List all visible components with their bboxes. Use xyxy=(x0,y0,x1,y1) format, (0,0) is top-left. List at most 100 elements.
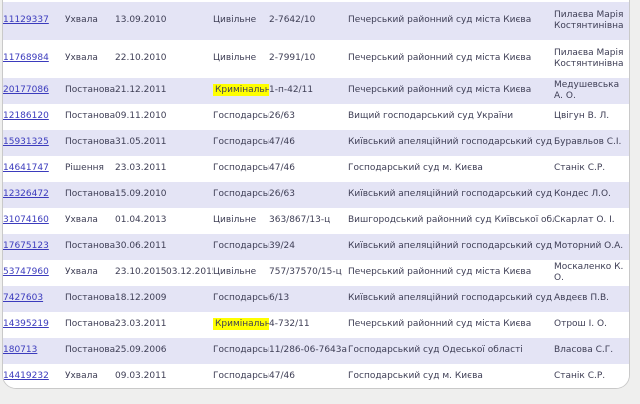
decision-date-cell: 23.03.2011 xyxy=(115,163,166,174)
document-id-cell: 15931325 xyxy=(3,130,65,156)
judge-name-cell: Москаленко К. О. xyxy=(554,261,624,283)
document-id-cell: 11129337 xyxy=(3,2,65,40)
document-id-link[interactable]: 17675123 xyxy=(3,241,49,252)
decision-date-cell: 25.09.2006 xyxy=(115,345,166,356)
document-id-link[interactable]: 31074160 xyxy=(3,215,49,226)
case-category-cell: Цивільне xyxy=(213,267,257,278)
court-name-cell: Київський апеляційний господарський суд xyxy=(348,241,553,252)
document-id-cell: 17675123 xyxy=(3,234,65,260)
highlighted-search-term: Кримінальне xyxy=(213,318,269,331)
judge-name-cell: Скарлат О. І. xyxy=(554,215,615,226)
document-type-cell: Ухвала xyxy=(65,267,98,278)
document-id-cell: 14419232 xyxy=(3,364,65,388)
document-id-cell: 53747960 xyxy=(3,260,65,286)
case-number-cell: 363/867/13-ц xyxy=(269,215,331,226)
case-number-cell: 26/63 xyxy=(269,189,295,200)
case-number-cell: 4-732/11 xyxy=(269,319,310,330)
document-type-cell: Ухвала xyxy=(65,15,98,26)
document-id-cell: 14395219 xyxy=(3,312,65,338)
document-type-cell: Постанова xyxy=(65,241,115,252)
judge-name-cell: Пилаєва Марія Костянтинівна xyxy=(554,9,624,31)
court-name-cell: Київський апеляційний господарський суд xyxy=(348,189,553,200)
highlighted-search-term: Кримінальне xyxy=(213,84,269,97)
document-id-cell: 7427603 xyxy=(3,286,65,312)
table-row: 31074160 Ухвала 01.04.2013 Цивільне 363/867/… xyxy=(3,208,629,234)
decision-date-cell: 23.10.2015 xyxy=(115,267,166,278)
court-name-cell: Київський апеляційний господарський суд xyxy=(348,293,553,304)
case-category-cell: Господарське xyxy=(213,345,269,356)
judge-name-cell: Медушевська А. О. xyxy=(554,79,620,101)
case-category-cell: Кримінальне xyxy=(213,78,269,104)
document-id-link[interactable]: 180713 xyxy=(3,345,38,356)
case-number-cell: 1-п-42/11 xyxy=(269,85,314,96)
judge-name-cell: Станік С.Р. xyxy=(554,163,606,174)
decision-date-cell: 18.12.2009 xyxy=(115,293,166,304)
decision-date-cell: 21.12.2011 xyxy=(115,85,166,96)
document-id-link[interactable]: 15931325 xyxy=(3,137,49,148)
search-results-panel: 11129337 Ухвала 13.09.2010 Цивільне 2-7642/1… xyxy=(2,0,630,389)
registration-date-cell xyxy=(166,156,213,182)
registration-date-cell xyxy=(166,40,213,78)
table-row: 53747960 Ухвала 23.10.2015 03.12.2015 Цивіль… xyxy=(3,260,629,286)
case-number-cell: 47/46 xyxy=(269,137,295,148)
court-name-cell: Господарський суд м. Києва xyxy=(348,371,483,382)
document-id-link[interactable]: 11129337 xyxy=(3,15,49,26)
document-type-cell: Постанова xyxy=(65,345,115,356)
registration-date-cell xyxy=(166,104,213,130)
case-category-cell: Господарське xyxy=(213,241,269,252)
case-number-cell: 6/13 xyxy=(269,293,290,304)
document-id-link[interactable]: 14395219 xyxy=(3,319,49,330)
court-name-cell: Печерський районний суд міста Києва xyxy=(348,85,532,96)
document-id-cell: 12186120 xyxy=(3,104,65,130)
case-number-cell: 39/24 xyxy=(269,241,295,252)
document-id-link[interactable]: 14641747 xyxy=(3,163,49,174)
court-name-cell: Печерський районний суд міста Києва xyxy=(348,15,532,26)
court-name-cell: Київський апеляційний господарський суд xyxy=(348,137,553,148)
registration-date-cell xyxy=(166,2,213,40)
case-category-cell: Цивільне xyxy=(213,53,257,64)
case-category-cell: Кримінальне xyxy=(213,312,269,338)
case-category-cell: Господарське xyxy=(213,371,269,382)
case-number-cell: 47/46 xyxy=(269,371,295,382)
table-row: 11129337 Ухвала 13.09.2010 Цивільне 2-7642/1… xyxy=(3,2,629,40)
case-category-cell: Господарське xyxy=(213,163,269,174)
court-name-cell: Печерський районний суд міста Києва xyxy=(348,319,532,330)
table-row: 14641747 Рішення 23.03.2011 Господарське47/… xyxy=(3,156,629,182)
court-decisions-table: 11129337 Ухвала 13.09.2010 Цивільне 2-7642/1… xyxy=(3,2,629,388)
court-name-cell: Вишгородський районний суд Київської обл… xyxy=(348,215,554,226)
decision-date-cell: 31.05.2011 xyxy=(115,137,166,148)
document-type-cell: Ухвала xyxy=(65,215,98,226)
document-type-cell: Постанова xyxy=(65,85,115,96)
case-category-cell: Господарське xyxy=(213,293,269,304)
decision-date-cell: 13.09.2010 xyxy=(115,15,166,26)
case-number-cell: 757/37570/15-ц xyxy=(269,267,342,278)
registration-date-cell xyxy=(166,234,213,260)
case-number-cell: 26/63 xyxy=(269,111,295,122)
document-type-cell: Постанова xyxy=(65,319,115,330)
document-id-link[interactable]: 14419232 xyxy=(3,371,49,382)
document-type-cell: Постанова xyxy=(65,137,115,148)
table-row: 14419232 Ухвала 09.03.2011 Господарське47/4… xyxy=(3,364,629,388)
document-type-cell: Постанова xyxy=(65,189,115,200)
judge-name-cell: Пилаєва Марія Костянтинівна xyxy=(554,47,624,69)
registration-date-cell xyxy=(166,286,213,312)
document-id-link[interactable]: 12326472 xyxy=(3,189,49,200)
document-id-link[interactable]: 12186120 xyxy=(3,111,49,122)
document-type-cell: Постанова xyxy=(65,293,115,304)
judge-name-cell: Кондес Л.О. xyxy=(554,189,611,200)
document-id-link[interactable]: 20177086 xyxy=(3,85,49,96)
judge-name-cell: Буравльов С.І. xyxy=(554,137,622,148)
decision-date-cell: 23.03.2011 xyxy=(115,319,166,330)
case-category-cell: Господарське xyxy=(213,137,269,148)
document-id-link[interactable]: 53747960 xyxy=(3,267,49,278)
table-row: 11768984 Ухвала 22.10.2010 Цивільне 2-7991/1… xyxy=(3,40,629,78)
court-name-cell: Печерський районний суд міста Києва xyxy=(348,53,532,64)
document-id-link[interactable]: 7427603 xyxy=(3,293,44,304)
document-id-cell: 31074160 xyxy=(3,208,65,234)
document-id-link[interactable]: 11768984 xyxy=(3,53,49,64)
judge-name-cell: Отрош І. О. xyxy=(554,319,607,330)
